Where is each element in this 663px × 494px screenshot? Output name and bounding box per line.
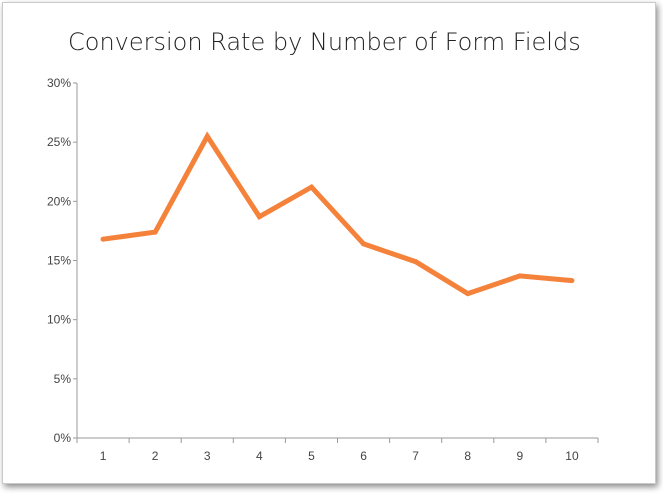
x-axis-ticks: 1 2 3 4 5 6 7 8 9 10: [76, 438, 599, 463]
series-line: [102, 131, 573, 297]
chart-frame: [2, 2, 656, 484]
x-tick-label: 4: [256, 449, 263, 463]
chart-title: Conversion Rate by Number of Form Fields: [68, 28, 581, 56]
y-tick-label: 0%: [54, 431, 72, 445]
x-tick-label: 2: [152, 449, 159, 463]
series-layer: [100, 131, 575, 297]
data-point: [569, 278, 575, 284]
y-tick-label: 10%: [47, 313, 71, 327]
data-point: [361, 241, 367, 247]
data-point: [100, 236, 106, 242]
data-point: [256, 214, 262, 220]
x-tick-label: 3: [204, 449, 211, 463]
y-tick-label: 15%: [47, 254, 71, 268]
data-point: [465, 291, 471, 297]
x-tick-label: 5: [308, 449, 315, 463]
x-tick-label: 8: [464, 449, 471, 463]
y-tick-label: 20%: [47, 194, 71, 208]
y-tick-label: 30%: [47, 76, 71, 90]
x-tick-label: 7: [412, 449, 419, 463]
data-point: [517, 273, 523, 279]
x-tick-label: 10: [565, 449, 579, 463]
y-tick-label: 5%: [54, 372, 72, 386]
data-point: [413, 259, 419, 265]
data-point: [152, 229, 158, 235]
data-point: [308, 184, 314, 190]
y-axis-ticks: 0% 5% 10% 15% 20% 25% 30%: [47, 76, 77, 445]
x-tick-label: 6: [360, 449, 367, 463]
y-tick-label: 25%: [47, 135, 71, 149]
x-tick-label: 1: [100, 449, 107, 463]
data-point: [204, 133, 210, 139]
x-tick-label: 9: [517, 449, 524, 463]
chart-axes: [76, 83, 598, 439]
